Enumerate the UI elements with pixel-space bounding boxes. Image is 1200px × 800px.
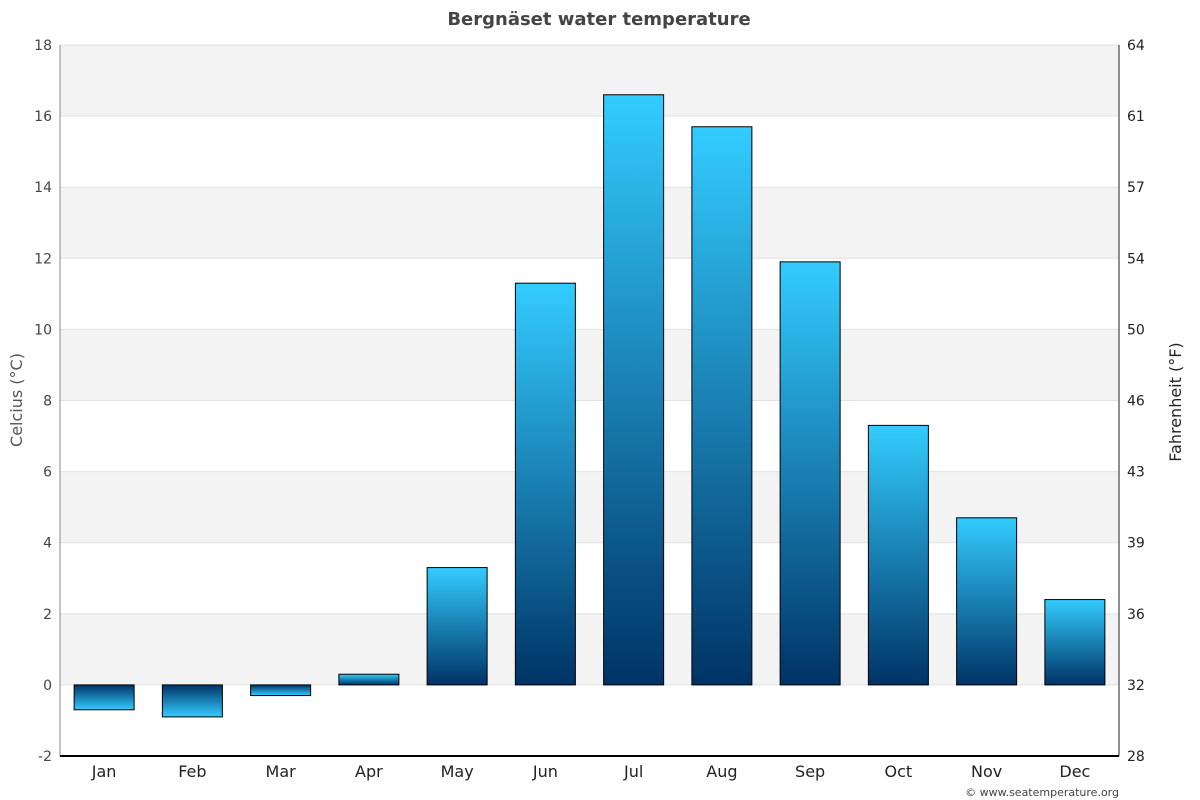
y-tick-label-right: 32 <box>1127 678 1145 694</box>
bar-dec <box>1044 599 1106 686</box>
bar-mar <box>250 684 312 697</box>
grid-band <box>60 471 1119 543</box>
x-tick-label: Aug <box>706 762 737 781</box>
y-tick-label-right: 28 <box>1127 749 1145 765</box>
x-tick-label: Jun <box>532 762 558 781</box>
y-tick-label-right: 61 <box>1127 109 1145 125</box>
x-tick-label: Apr <box>355 762 383 781</box>
y-axis-label-right: Fahrenheit (°F) <box>1166 342 1185 461</box>
x-tick-label: Dec <box>1059 762 1090 781</box>
x-tick-label: Nov <box>971 762 1002 781</box>
y-tick-label-right: 57 <box>1127 180 1145 196</box>
x-tick-label: Feb <box>178 762 206 781</box>
grid-band <box>60 187 1119 259</box>
bar-jun <box>514 282 576 686</box>
y-tick-label-left: 8 <box>43 394 52 410</box>
bar-oct <box>867 424 929 686</box>
bar-aug <box>691 126 753 686</box>
y-tick-label-left: 2 <box>43 607 52 623</box>
y-tick-label-right: 64 <box>1127 38 1145 54</box>
y-tick-label-left: 12 <box>34 251 52 267</box>
y-tick-label-left: -2 <box>38 749 52 765</box>
grid-band <box>60 613 1119 685</box>
y-tick-label-right: 50 <box>1127 322 1145 338</box>
bar-jan <box>73 684 135 711</box>
x-tick-label: Jul <box>623 762 643 781</box>
x-tick-label: Sep <box>795 762 825 781</box>
x-tick-label: Oct <box>885 762 913 781</box>
bar-feb <box>161 684 223 718</box>
grid-band <box>60 45 1119 117</box>
y-tick-label-right: 39 <box>1127 536 1145 552</box>
chart-title: Bergnäset water temperature <box>447 9 750 30</box>
bar-jul <box>603 94 665 686</box>
bar-apr <box>338 673 400 686</box>
bar-may <box>426 567 488 686</box>
x-tick-label: Mar <box>266 762 297 781</box>
y-tick-label-right: 46 <box>1127 394 1145 410</box>
footer-credit: © www.seatemperature.org <box>965 786 1119 799</box>
y-tick-label-left: 16 <box>34 109 52 125</box>
y-tick-label-left: 10 <box>34 322 52 338</box>
y-tick-label-left: 14 <box>34 180 52 196</box>
y-tick-label-right: 54 <box>1127 251 1145 267</box>
y-tick-label-left: 6 <box>43 465 52 481</box>
bar-sep <box>779 261 841 686</box>
grid-band <box>60 329 1119 401</box>
y-tick-label-right: 36 <box>1127 607 1145 623</box>
bar-nov <box>956 517 1018 686</box>
y-tick-label-left: 4 <box>43 536 52 552</box>
y-tick-label-left: 18 <box>34 38 52 54</box>
y-tick-label-right: 43 <box>1127 465 1145 481</box>
y-tick-label-left: 0 <box>43 678 52 694</box>
x-tick-label: Jan <box>91 762 117 781</box>
y-axis-label-left: Celcius (°C) <box>7 353 26 447</box>
x-tick-label: May <box>441 762 474 781</box>
